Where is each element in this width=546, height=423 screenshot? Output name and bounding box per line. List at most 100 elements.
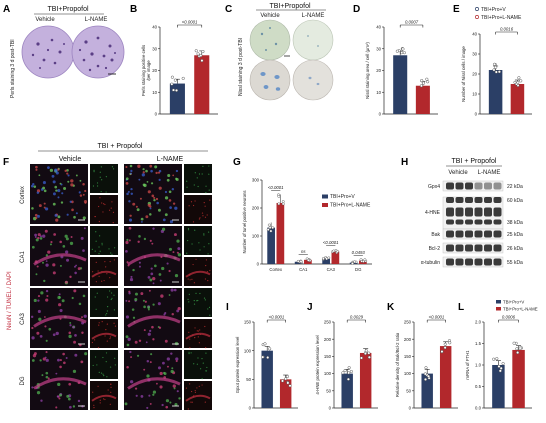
tick-label: 10 [472, 92, 477, 97]
data-point [349, 369, 353, 374]
panel-f-col1: Vehicle [59, 156, 82, 163]
blot-label: Gpx4 [428, 184, 440, 190]
region-label: CA3 [20, 313, 26, 325]
data-point [512, 341, 516, 345]
tick-label: 200 [252, 206, 260, 211]
data-point [284, 377, 288, 381]
chart-d: 0 10 20 30 40 Nissl staining area / cell (μm²… [365, 20, 438, 117]
p-value-label: <0.0001 [429, 315, 445, 320]
legend-e-item-1: TBI+Pro+V [481, 7, 506, 13]
data-point [367, 351, 371, 355]
data-point [518, 346, 522, 350]
data-point [173, 78, 177, 82]
blot-band [493, 244, 502, 252]
data-point [261, 355, 265, 359]
panel-label-a: A [3, 4, 10, 15]
tick-label: 100 [324, 371, 332, 376]
data-point [516, 81, 520, 85]
panel-a-side-label: Perls staining 3 d post-TBI [10, 39, 16, 98]
blot-band [474, 244, 483, 252]
tick-label: 150 [404, 354, 412, 359]
data-point [288, 384, 292, 388]
blot-band [455, 182, 464, 190]
legend-l-item-1: TBI+Pro+V [503, 300, 524, 305]
blot-band [455, 230, 464, 238]
data-point [400, 51, 404, 55]
data-point [423, 377, 428, 381]
blot-band [474, 197, 483, 203]
data-point [497, 364, 501, 368]
y-axis-label: /per image [146, 60, 151, 81]
bar [393, 55, 408, 114]
legend-e-item-2: TBI+Pro+L-NAME [481, 15, 522, 21]
bar [304, 259, 312, 264]
merged-image [30, 164, 88, 224]
data-point [443, 342, 447, 346]
bar [341, 373, 353, 408]
perls-image-lname [71, 25, 125, 79]
panel-h-col1: Vehicle [448, 170, 468, 176]
tick-label: 300 [252, 178, 260, 183]
blot-band [446, 230, 454, 238]
legend-g-item-2: TBI+Pro+L-NAME [330, 203, 371, 209]
blot-band [465, 197, 473, 203]
tick-label: 50 [326, 388, 331, 393]
blot-band [455, 258, 464, 266]
data-point [322, 257, 325, 260]
legend-l: TBI+Pro+V TBI+Pro+L-NAME [496, 300, 538, 312]
tick-label: 250 [404, 320, 412, 325]
panel-label-b: B [130, 4, 137, 15]
data-point [170, 75, 174, 79]
blot-band [446, 219, 454, 225]
data-point [296, 259, 300, 263]
tick-label: 10 [376, 90, 381, 95]
category-label: CA1 [299, 267, 308, 272]
data-point [196, 52, 200, 56]
blot-band [446, 207, 454, 217]
blot-band [446, 244, 454, 252]
blot-kda: 22 kDa [507, 184, 523, 190]
data-point [395, 49, 399, 53]
legend-swatch [322, 194, 328, 199]
tunel-channel [184, 350, 212, 379]
bar [294, 261, 303, 264]
data-point [194, 49, 198, 53]
tunel-channel [90, 288, 118, 317]
tick-label: 0 [329, 406, 332, 411]
data-point [181, 76, 185, 80]
data-point [281, 200, 285, 203]
blot-label: 4-HNE [425, 210, 441, 216]
data-point [423, 372, 427, 376]
tick-label: 0 [379, 112, 382, 117]
data-point [494, 65, 498, 69]
data-point [353, 260, 356, 264]
region-label: Cortex [20, 186, 26, 204]
data-point [448, 341, 452, 345]
data-point [175, 88, 179, 92]
nissl-image-vehicle [249, 19, 291, 101]
bar [492, 365, 505, 408]
tick-label: 150 [244, 320, 252, 325]
data-point [367, 355, 371, 359]
blot-label: α-tubulin [421, 260, 441, 266]
data-point [346, 377, 350, 381]
blot-band [484, 244, 492, 252]
blot-band [493, 258, 502, 266]
blot-kda: 25 kDa [507, 232, 523, 238]
data-point [268, 226, 272, 230]
panel-f-col2: L-NAME [157, 156, 184, 163]
blot-band [455, 244, 464, 252]
bar [421, 373, 433, 408]
data-point [402, 51, 406, 55]
tick-label: 0.5 [475, 384, 482, 389]
panel-h-group: TBI + Propofol [452, 158, 497, 165]
tick-label: 2.0 [475, 320, 482, 325]
panel-f-side-label: NeuN / TUNEL / DAPI [7, 271, 13, 330]
tick-label: 20 [376, 68, 381, 73]
data-point [517, 76, 521, 80]
blot-band [474, 182, 483, 190]
panel-label-e: E [453, 4, 460, 15]
data-point [268, 347, 272, 351]
legend-g-item-1: TBI+Pro+V [330, 194, 355, 200]
